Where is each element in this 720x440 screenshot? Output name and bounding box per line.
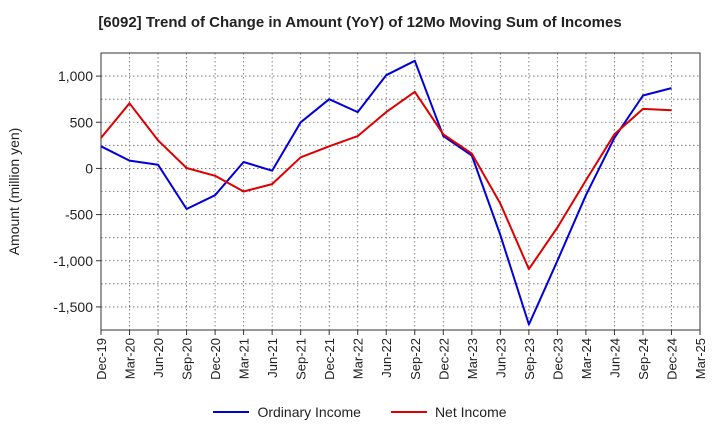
legend-swatch — [213, 411, 250, 413]
y-tick-label: -1,000 — [53, 253, 93, 269]
y-tick-label: 500 — [70, 114, 94, 130]
y-tick-label: -500 — [65, 207, 93, 223]
x-tick-label: Mar-20 — [123, 338, 138, 379]
x-tick-label: Dec-20 — [208, 338, 223, 380]
legend: Ordinary Income Net Income — [0, 404, 720, 420]
x-tick-label: Mar-25 — [693, 338, 708, 379]
x-tick-label: Jun-22 — [379, 338, 394, 378]
x-tick-label: Jun-21 — [265, 338, 280, 378]
x-tick-label: Jun-24 — [607, 338, 622, 378]
x-tick-label: Sep-22 — [408, 338, 423, 380]
x-tick-label: Mar-22 — [351, 338, 366, 379]
x-tick-label: Dec-22 — [436, 338, 451, 380]
y-tick-label: -1,500 — [53, 299, 93, 315]
x-tick-label: Dec-23 — [550, 338, 565, 380]
x-tick-label: Dec-24 — [664, 338, 679, 380]
legend-label: Net Income — [434, 404, 507, 420]
y-tick-label: 0 — [85, 160, 93, 176]
x-tick-label: Mar-21 — [237, 338, 252, 379]
x-tick-label: Jun-23 — [493, 338, 508, 378]
x-tick-label: Sep-20 — [180, 338, 195, 380]
legend-label: Ordinary Income — [257, 404, 361, 420]
grid-layer — [100, 53, 701, 330]
x-tick-label: Dec-21 — [322, 338, 337, 380]
plot-frame — [100, 52, 701, 331]
x-tick-label: Sep-23 — [522, 338, 537, 380]
legend-item: Net Income — [390, 404, 507, 420]
axis-layer — [96, 52, 701, 335]
y-axis-label: Amount (million yen) — [6, 128, 22, 256]
x-tick-label: Mar-23 — [465, 338, 480, 379]
series-layer — [100, 59, 672, 326]
x-tick-label: Dec-19 — [94, 338, 109, 380]
chart-title: [6092] Trend of Change in Amount (YoY) o… — [98, 14, 622, 31]
series-line-net-income — [100, 90, 672, 271]
legend-swatch — [390, 411, 427, 413]
y-tick-label: 1,000 — [58, 68, 93, 84]
x-tick-label: Sep-21 — [294, 338, 309, 380]
x-tick-label: Sep-24 — [636, 338, 651, 380]
x-tick-label: Mar-24 — [579, 338, 594, 379]
series-line-ordinary-income — [100, 59, 672, 326]
x-tick-label: Jun-20 — [151, 338, 166, 378]
legend-item: Ordinary Income — [213, 404, 361, 420]
tick-label-layer: 1,000 500 0 -500 -1,000 -1,500 Dec-19 Mar-20 Jun… — [6, 68, 708, 380]
